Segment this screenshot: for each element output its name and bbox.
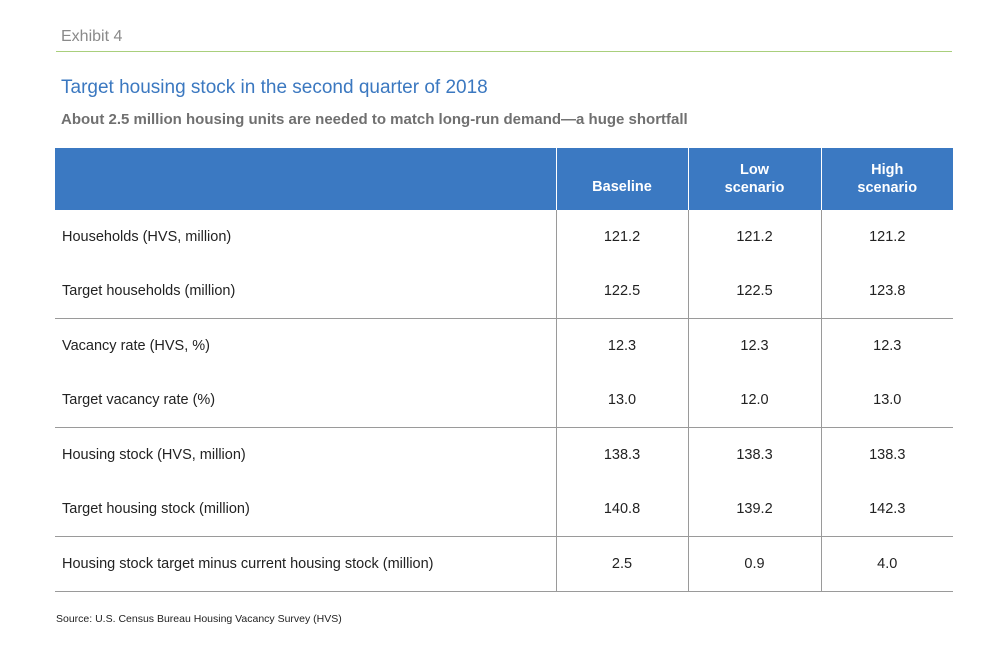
- header-high-line2: scenario: [857, 180, 918, 196]
- table-row: Households (HVS, million) 121.2 121.2 12…: [55, 210, 953, 264]
- table-row: Housing stock (HVS, million) 138.3 138.3…: [55, 427, 953, 482]
- row-label: Target housing stock (million): [55, 482, 556, 537]
- table-row: Target housing stock (million) 140.8 139…: [55, 482, 953, 537]
- baseline-value: 12.3: [555, 318, 688, 373]
- low-scenario-value: 122.5: [687, 264, 821, 319]
- high-scenario-value: 138.3: [820, 427, 953, 482]
- high-scenario-value: 123.8: [820, 264, 953, 319]
- high-scenario-value: 121.2: [820, 210, 953, 264]
- header-low-line1: Low: [740, 162, 769, 178]
- exhibit-label: Exhibit 4: [61, 28, 123, 45]
- row-label: Housing stock target minus current housi…: [55, 536, 556, 592]
- header-high-line1: High: [871, 162, 904, 178]
- high-scenario-value: 4.0: [820, 536, 953, 592]
- low-scenario-value: 12.3: [687, 318, 821, 373]
- row-label: Target vacancy rate (%): [55, 373, 556, 428]
- table-row: Target households (million) 122.5 122.5 …: [55, 264, 953, 319]
- baseline-value: 122.5: [555, 264, 688, 319]
- low-scenario-value: 0.9: [687, 536, 821, 592]
- row-label: Target households (million): [55, 264, 556, 319]
- row-label: Households (HVS, million): [62, 229, 232, 245]
- baseline-value: 121.2: [555, 210, 688, 264]
- row-label: Vacancy rate (HVS, %): [62, 338, 211, 354]
- header-baseline: Baseline: [555, 148, 688, 210]
- high-scenario-value: 13.0: [820, 373, 953, 428]
- header-low-scenario: Low scenario: [687, 148, 821, 210]
- exhibit-divider: [56, 51, 952, 52]
- housing-stock-table: Baseline Low scenario High scenario Hous…: [55, 148, 953, 592]
- header-low-line2: scenario: [724, 180, 785, 196]
- low-scenario-value: 121.2: [687, 210, 821, 264]
- baseline-value: 140.8: [555, 482, 688, 537]
- exhibit-subtitle: About 2.5 million housing units are need…: [61, 111, 688, 128]
- row-label: Housing stock (HVS, million): [62, 447, 246, 463]
- high-scenario-value: 12.3: [820, 318, 953, 373]
- source-note: Source: U.S. Census Bureau Housing Vacan…: [56, 613, 342, 625]
- exhibit-title: Target housing stock in the second quart…: [61, 77, 488, 98]
- table-row: Housing stock target minus current housi…: [55, 536, 953, 592]
- baseline-value: 138.3: [555, 427, 688, 482]
- low-scenario-value: 12.0: [687, 373, 821, 428]
- header-baseline-text: Baseline: [592, 179, 652, 195]
- header-high-scenario: High scenario: [820, 148, 953, 210]
- baseline-value: 2.5: [555, 536, 688, 592]
- header-label-cell: [55, 148, 556, 210]
- table-header-row: Baseline Low scenario High scenario: [55, 148, 953, 210]
- low-scenario-value: 138.3: [687, 427, 821, 482]
- high-scenario-value: 142.3: [820, 482, 953, 537]
- table-row: Vacancy rate (HVS, %) 12.3 12.3 12.3: [55, 318, 953, 373]
- table-row: Target vacancy rate (%) 13.0 12.0 13.0: [55, 373, 953, 428]
- low-scenario-value: 139.2: [687, 482, 821, 537]
- baseline-value: 13.0: [555, 373, 688, 428]
